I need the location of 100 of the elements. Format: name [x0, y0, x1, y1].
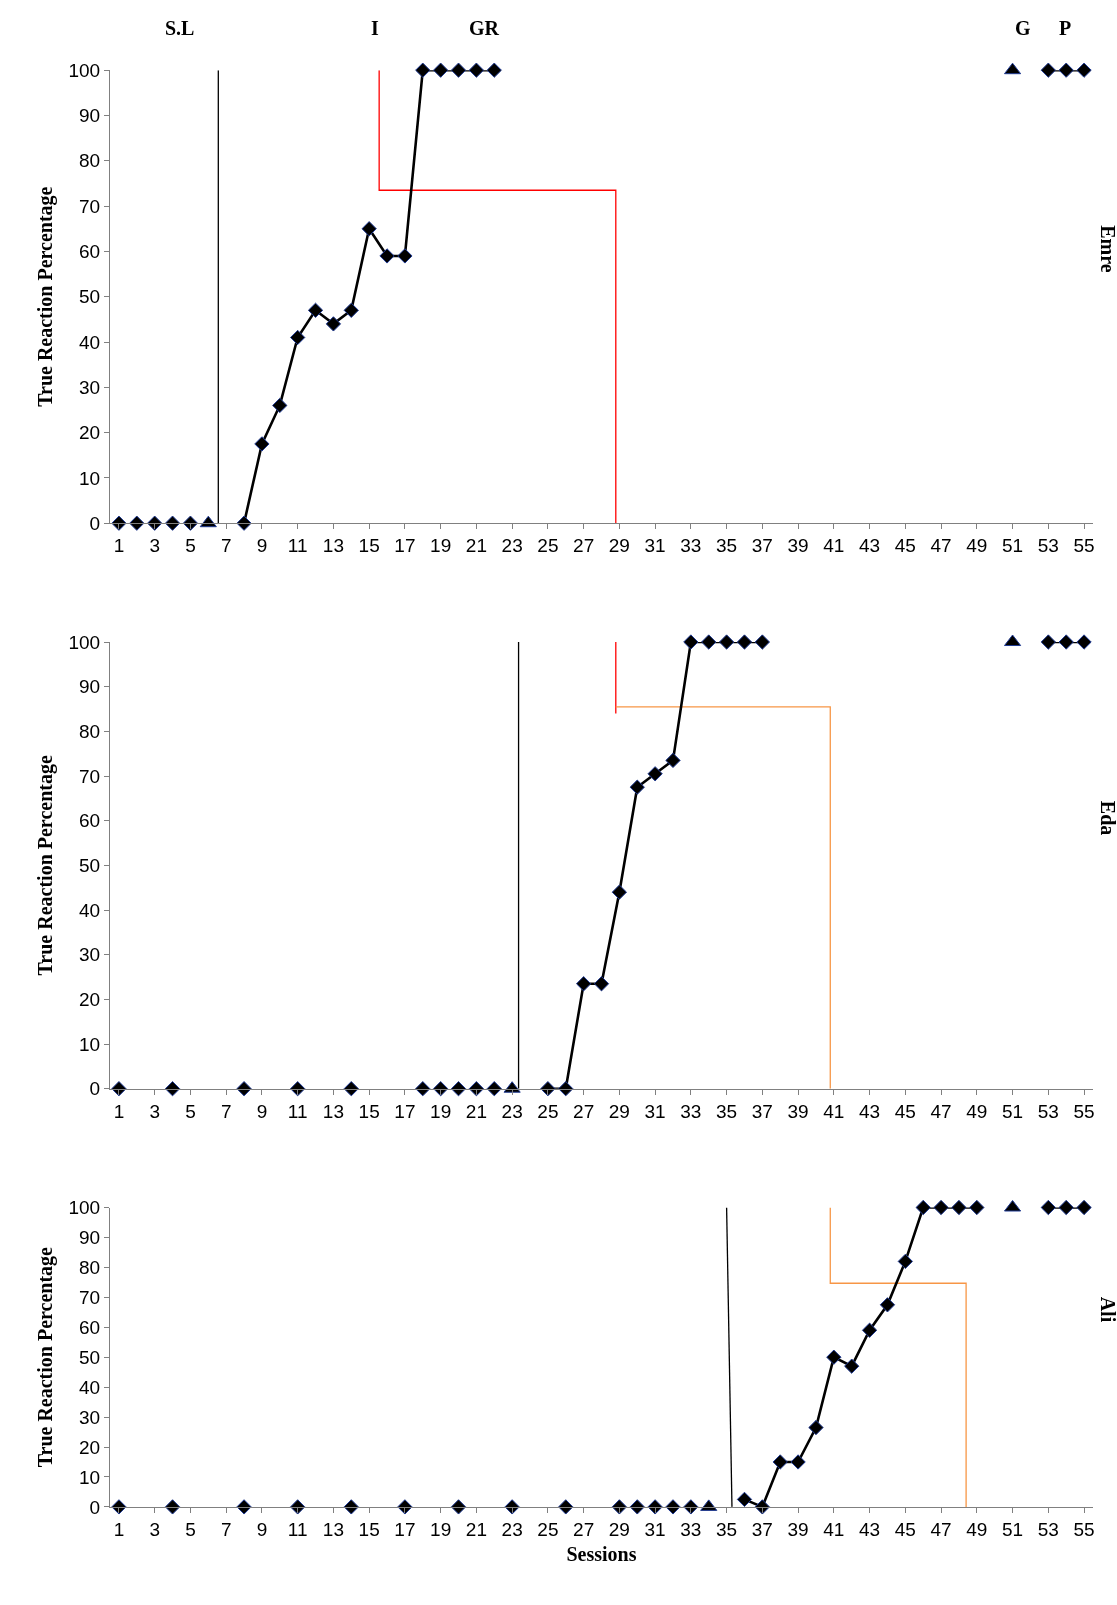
x-tick-label: 39 [787, 535, 809, 557]
point [754, 634, 770, 650]
point [199, 515, 217, 528]
x-tick-label: 31 [644, 1100, 666, 1122]
x-tick-label: 35 [716, 1518, 738, 1540]
x-tick-label: 17 [394, 1518, 416, 1540]
y-tick-label: 100 [68, 631, 101, 653]
point [611, 884, 628, 900]
point [486, 1081, 502, 1097]
point [1040, 1199, 1056, 1216]
x-tick-label: 1 [113, 535, 125, 557]
x-tick-label: 13 [322, 1518, 344, 1540]
y-axis-title: True Reaction Percentage [34, 755, 57, 976]
point [433, 62, 449, 78]
x-tick-label: 21 [465, 1518, 487, 1540]
point [575, 976, 592, 992]
x-tick-label: 51 [1002, 1100, 1024, 1122]
point [826, 1349, 842, 1365]
y-tick-label: 100 [68, 59, 101, 81]
y-tick-label: 70 [79, 195, 101, 217]
point [415, 1081, 431, 1097]
y-tick-label: 80 [79, 1257, 101, 1279]
x-tick-label: 39 [787, 1100, 809, 1122]
x-tick-label: 11 [287, 1100, 308, 1122]
point [790, 1454, 806, 1470]
x-tick-label: 33 [680, 1518, 702, 1540]
x-tick-label: 11 [287, 535, 308, 557]
point [397, 248, 413, 264]
y-tick-label: 40 [79, 331, 101, 353]
x-tick-label: 15 [358, 1518, 380, 1540]
point [647, 1499, 663, 1515]
y-tick-label: 80 [79, 150, 101, 172]
y-tick-label: 50 [79, 1346, 101, 1368]
x-tick-label: 11 [287, 1518, 308, 1540]
y-tick-label: 50 [79, 286, 101, 308]
point [325, 316, 342, 332]
x-tick-label: 17 [394, 535, 416, 557]
x-tick-label: 43 [859, 1100, 881, 1122]
y-tick-label: 70 [79, 765, 101, 787]
x-tick-label: 43 [859, 1518, 881, 1540]
point [593, 976, 610, 992]
x-tick-label: 41 [823, 1518, 845, 1540]
point [897, 1253, 913, 1270]
x-axis-title: Sessions [566, 1543, 637, 1566]
x-tick-label: 45 [894, 1518, 916, 1540]
x-tick-label: 1 [113, 1100, 125, 1122]
point [379, 248, 395, 264]
y-tick-label: 50 [79, 855, 101, 877]
x-tick-label: 37 [751, 1518, 773, 1540]
point [147, 515, 163, 531]
x-tick-label: 3 [149, 1518, 160, 1540]
x-tick-label: 29 [608, 1100, 630, 1122]
point [307, 302, 324, 318]
x-tick-label: 51 [1002, 1518, 1024, 1540]
point [182, 515, 199, 531]
point [558, 1499, 574, 1515]
point [164, 1499, 181, 1515]
y2-axis-title: Emre [1097, 225, 1117, 273]
x-tick-label: 9 [256, 1518, 268, 1540]
point [397, 1499, 413, 1515]
point [718, 634, 735, 650]
x-tick-label: 9 [256, 535, 268, 557]
point [879, 1297, 896, 1313]
x-tick-label: 3 [149, 535, 160, 557]
y-tick-label: 0 [89, 1078, 101, 1100]
x-tick-label: 43 [859, 535, 881, 557]
x-tick-label: 9 [256, 1100, 268, 1122]
text: I [371, 17, 379, 39]
y-axis-title: True Reaction Percentage [34, 1246, 57, 1468]
point [1076, 1199, 1092, 1216]
point [450, 62, 467, 78]
x-tick-label: 53 [1037, 1518, 1059, 1540]
x-tick-label: 25 [537, 1100, 559, 1122]
point [290, 1081, 306, 1097]
y2-axis-title: Eda [1096, 800, 1117, 836]
x-tick-label: 41 [823, 535, 845, 557]
y-tick-label: 20 [79, 989, 101, 1011]
x-tick-label: 55 [1073, 1518, 1095, 1540]
x-tick-label: 45 [894, 1100, 916, 1122]
x-tick-label: 35 [716, 1100, 738, 1122]
x-tick-label: 13 [322, 1100, 344, 1122]
y-tick-label: 30 [79, 1406, 101, 1428]
y-tick-label: 90 [79, 1227, 101, 1249]
point [129, 515, 145, 531]
point [754, 1499, 770, 1515]
x-tick-label: 21 [465, 1100, 487, 1122]
text: S.L [165, 17, 195, 39]
x-tick-label: 23 [501, 1518, 523, 1540]
point [433, 1081, 449, 1097]
x-tick-label: 1 [113, 1518, 125, 1540]
point [111, 1499, 127, 1515]
point [701, 634, 717, 650]
point [343, 1499, 359, 1515]
x-tick-label: 47 [930, 535, 952, 557]
x-tick-label: 19 [430, 1518, 452, 1540]
y-tick-label: 10 [79, 1466, 101, 1488]
point [1040, 62, 1056, 78]
text: GR [469, 17, 500, 39]
point [861, 1322, 878, 1338]
x-tick-label: 7 [220, 1518, 232, 1540]
